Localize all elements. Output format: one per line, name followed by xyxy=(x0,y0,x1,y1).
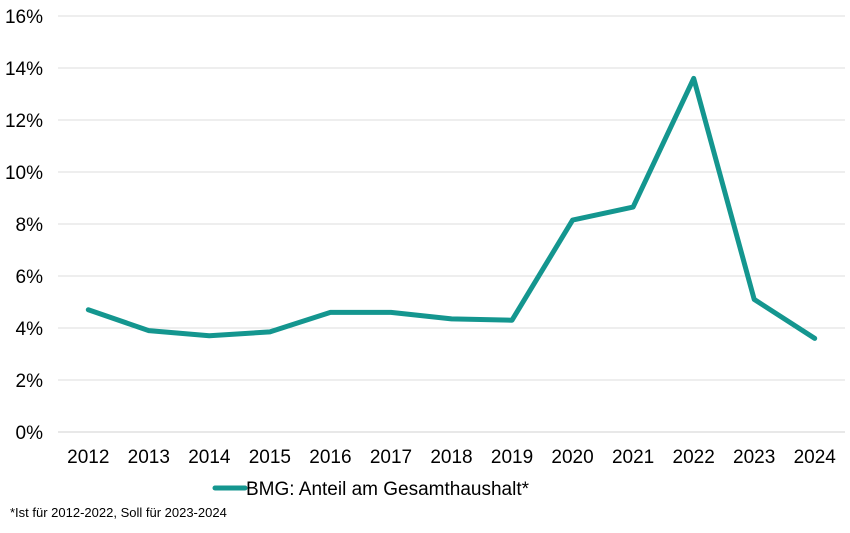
y-tick-label: 12% xyxy=(5,111,43,132)
x-tick-label: 2019 xyxy=(491,447,533,468)
x-tick-label: 2022 xyxy=(673,447,715,468)
x-tick-label: 2023 xyxy=(733,447,775,468)
data-point xyxy=(752,297,757,302)
x-axis-ticks: 2012 2013 2014 2015 2016 2017 2018 2019 2020 2021… xyxy=(67,447,836,468)
data-point xyxy=(207,333,212,338)
x-tick-label: 2017 xyxy=(370,447,412,468)
data-point xyxy=(812,336,817,341)
data-point xyxy=(691,76,696,81)
x-tick-label: 2014 xyxy=(188,447,231,468)
x-tick-label: 2013 xyxy=(128,447,170,468)
y-tick-label: 2% xyxy=(16,371,44,392)
y-tick-label: 16% xyxy=(5,7,43,28)
x-tick-label: 2015 xyxy=(249,447,291,468)
data-point xyxy=(449,316,454,321)
y-tick-label: 10% xyxy=(5,163,43,184)
x-tick-label: 2020 xyxy=(551,447,593,468)
x-tick-label: 2016 xyxy=(309,447,351,468)
data-point xyxy=(328,310,333,315)
y-tick-label: 14% xyxy=(5,59,43,80)
y-tick-label: 0% xyxy=(16,423,44,444)
data-point xyxy=(510,318,515,323)
x-tick-label: 2018 xyxy=(430,447,472,468)
data-point xyxy=(146,328,151,333)
gridlines xyxy=(58,15,845,433)
x-tick-label: 2021 xyxy=(612,447,654,468)
series-line xyxy=(85,75,818,341)
y-tick-label: 8% xyxy=(16,215,44,236)
series-layer xyxy=(85,75,818,341)
y-tick-label: 4% xyxy=(16,319,44,340)
data-point xyxy=(388,310,393,315)
footnote: *Ist für 2012-2022, Soll für 2023-2024 xyxy=(10,505,227,520)
legend-label: BMG: Anteil am Gesamthaushalt* xyxy=(246,479,530,500)
y-tick-label: 6% xyxy=(16,267,44,288)
data-point xyxy=(267,329,272,334)
data-point xyxy=(631,205,636,210)
data-point xyxy=(86,307,91,312)
x-tick-label: 2012 xyxy=(67,447,109,468)
data-point xyxy=(570,218,575,223)
y-axis-ticks: 0% 2% 4% 6% 8% 10% 12% 14% 16% xyxy=(5,7,43,444)
legend: BMG: Anteil am Gesamthaushalt* xyxy=(212,479,530,500)
x-tick-label: 2024 xyxy=(794,447,837,468)
